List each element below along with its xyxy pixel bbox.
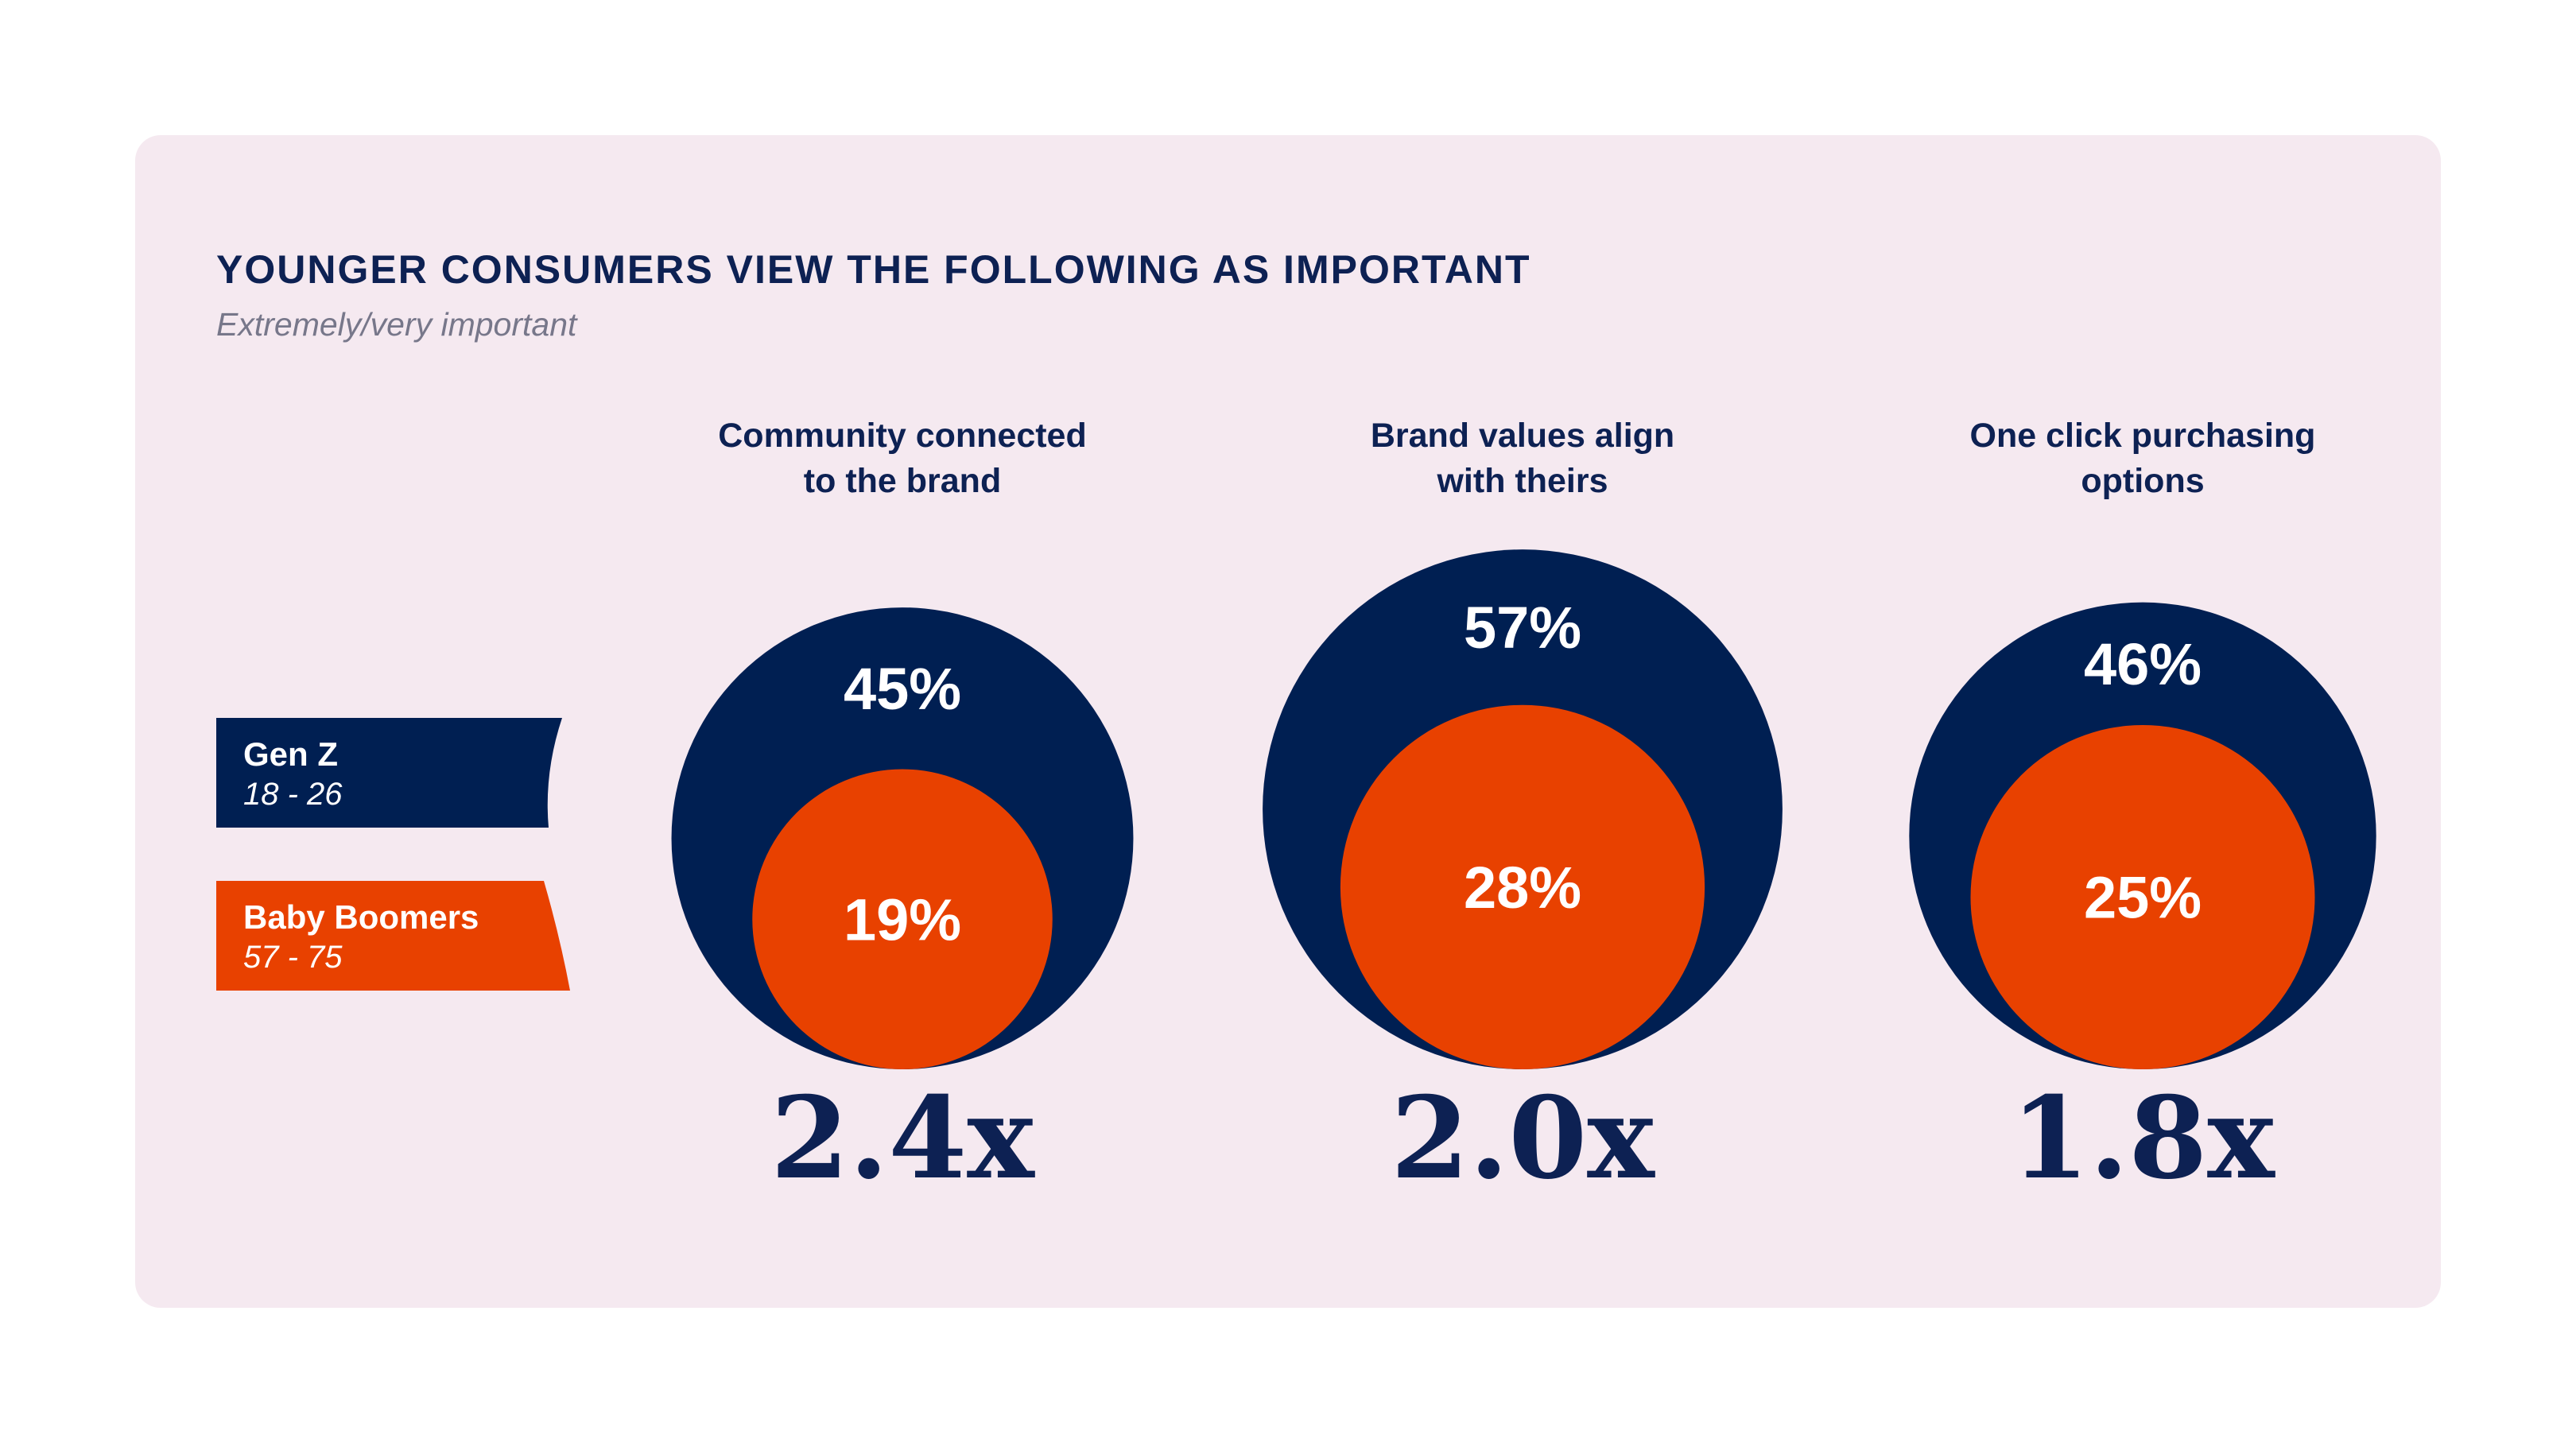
- legend-swatch-shape: [216, 718, 562, 828]
- value-label-baby-boomers: 28%: [1464, 855, 1581, 921]
- value-label-gen-z: 46%: [2084, 631, 2202, 697]
- multiplier-label: 1.8x: [2011, 1072, 2275, 1204]
- legend-label: Gen Z: [243, 735, 339, 773]
- value-label-baby-boomers: 25%: [2084, 865, 2202, 931]
- legend-item-baby-boomers: Baby Boomers 57 - 75: [216, 881, 570, 991]
- multiplier-label: 2.4x: [770, 1072, 1034, 1204]
- category-label-line: to the brand: [803, 462, 1002, 500]
- bubble-baby-boomers: [1340, 704, 1705, 1069]
- value-label-gen-z: 57%: [1464, 595, 1581, 661]
- category-label-line: Brand values align: [1370, 417, 1675, 455]
- value-label-baby-boomers: 19%: [844, 886, 961, 952]
- chart-title: YOUNGER CONSUMERS VIEW THE FOLLOWING AS …: [216, 247, 1531, 292]
- category-label: One click purchasing options: [1864, 413, 2421, 504]
- bubble-baby-boomers: [1970, 725, 2315, 1069]
- bubble-baby-boomers: [752, 769, 1053, 1069]
- value-label-gen-z: 45%: [844, 656, 961, 722]
- legend-range: 18 - 26: [243, 777, 343, 812]
- chart-subtitle: Extremely/very important: [216, 306, 577, 343]
- multiplier-label: 2.0x: [1391, 1072, 1655, 1204]
- category-label-line: Community connected: [718, 417, 1087, 455]
- category-label: Community connected to the brand: [624, 413, 1181, 504]
- category-label-line: with theirs: [1437, 462, 1608, 500]
- category-label-line: options: [2081, 462, 2205, 500]
- legend-swatch-shape: [216, 881, 570, 991]
- legend-range: 57 - 75: [243, 940, 343, 975]
- legend-item-gen-z: Gen Z 18 - 26: [216, 718, 562, 828]
- legend-swatch-baby-boomers: [216, 881, 570, 991]
- legend-swatch-gen-z: [216, 718, 562, 828]
- category-label: Brand values align with theirs: [1244, 413, 1801, 504]
- category-label-line: One click purchasing: [1969, 417, 2316, 455]
- legend-label: Baby Boomers: [243, 898, 479, 936]
